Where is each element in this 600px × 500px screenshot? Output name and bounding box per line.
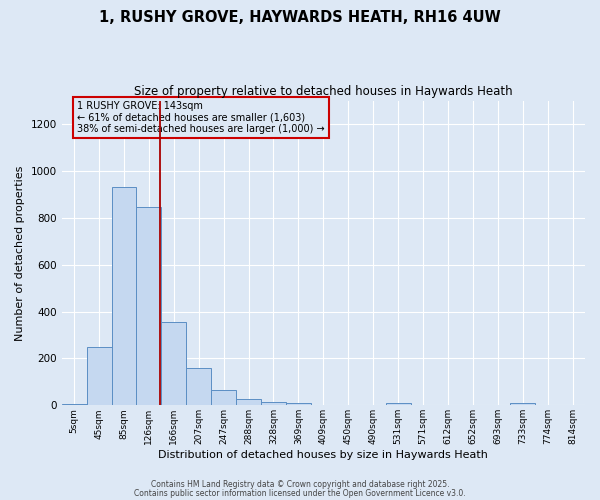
Text: Contains HM Land Registry data © Crown copyright and database right 2025.: Contains HM Land Registry data © Crown c… (151, 480, 449, 489)
Title: Size of property relative to detached houses in Haywards Heath: Size of property relative to detached ho… (134, 85, 512, 98)
Bar (510, 403, 535, 406)
Text: Contains public sector information licensed under the Open Government Licence v3: Contains public sector information licen… (134, 490, 466, 498)
Bar (211, 390, 236, 406)
Bar (386, 403, 410, 406)
Bar (161, 322, 186, 406)
Text: 1 RUSHY GROVE: 143sqm
← 61% of detached houses are smaller (1,603)
38% of semi-d: 1 RUSHY GROVE: 143sqm ← 61% of detached … (77, 100, 325, 134)
Bar (261, 402, 286, 406)
Bar (62, 404, 86, 406)
Bar (136, 207, 161, 406)
Bar (86, 347, 112, 406)
Text: 1, RUSHY GROVE, HAYWARDS HEATH, RH16 4UW: 1, RUSHY GROVE, HAYWARDS HEATH, RH16 4UW (99, 10, 501, 25)
X-axis label: Distribution of detached houses by size in Haywards Heath: Distribution of detached houses by size … (158, 450, 488, 460)
Bar (236, 398, 261, 406)
Bar (186, 368, 211, 406)
Y-axis label: Number of detached properties: Number of detached properties (15, 165, 25, 340)
Bar (112, 188, 136, 406)
Bar (286, 403, 311, 406)
